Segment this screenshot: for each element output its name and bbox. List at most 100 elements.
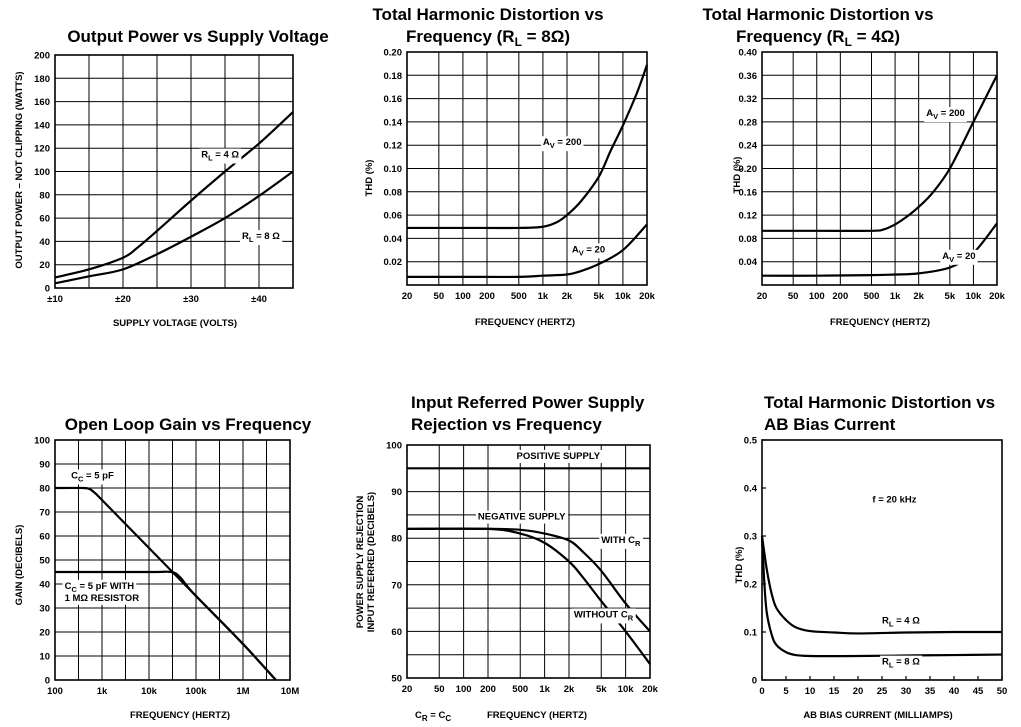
y-tick-label: 0 [45,284,50,295]
y-tick-label: 200 [34,51,50,62]
x-tick-label: 100k [185,686,207,697]
x-tick-label: 100 [809,291,825,302]
x-tick-label: 15 [829,686,840,697]
chart-thd-bias: Total Harmonic Distortion vs AB Bias Cur… [680,370,1021,722]
chart-title: Total Harmonic Distortion vs [764,393,995,412]
x-tick-label: 200 [479,291,495,302]
annotation-label: AV = 20 [942,251,975,264]
x-tick-label: 10M [281,686,300,697]
y-axis-label: OUTPUT POWER – NOT CLIPPING (WATTS) [14,71,25,268]
y-axis-label: POWER SUPPLY REJECTION [355,496,366,629]
series-line-1 [762,74,998,233]
x-tick-label: 200 [832,291,848,302]
y-axis-label: THD (%) [734,547,745,584]
annotation-backing [475,510,569,524]
plot-frame [761,51,998,286]
x-tick-label: 20k [639,291,656,302]
x-tick-label: 100 [455,291,471,302]
y-tick-label: 70 [39,508,50,519]
annotation-backing [240,230,283,246]
chart-thd-8ohm-svg: Total Harmonic Distortion vs Frequency (… [364,5,656,328]
y-tick-label: 20 [39,628,50,639]
y-tick-label: 0.16 [384,94,403,105]
y-tick-label: 140 [34,120,50,131]
x-tick-label: 200 [480,684,496,695]
x-tick-label: 10 [805,686,816,697]
y-tick-label: 120 [34,144,50,155]
x-tick-label: 1k [890,291,901,302]
y-tick-label: 0.06 [384,211,403,222]
series-line-2 [54,170,294,285]
x-tick-label: 2k [913,291,924,302]
x-axis-label: SUPPLY VOLTAGE (VOLTS) [113,318,237,329]
annotation-backing [940,249,978,265]
x-tick-label: 50 [434,684,445,695]
x-tick-label: 500 [864,291,880,302]
annotation-backing [199,148,242,164]
y-tick-label: 70 [391,580,402,591]
annotation-label: WITHOUT CR [574,609,634,622]
chart-thd-4ohm-svg: Total Harmonic Distortion vs Frequency (… [702,5,1005,328]
x-tick-label: 5 [783,686,789,697]
annotation-label: f = 20 kHz [872,494,916,505]
y-tick-label: 90 [391,487,402,498]
annotation-backing [880,614,923,630]
y-tick-label: 0.16 [739,187,758,198]
x-tick-label: 20 [757,291,768,302]
y-tick-label: 0.1 [744,628,758,639]
series-line-1 [760,535,1003,635]
annotation-backing [571,608,636,624]
chart-title: Total Harmonic Distortion vs [702,5,933,24]
annotation-backing [514,449,603,463]
y-tick-label: 0.08 [739,234,758,245]
annotation-label: RL = 8 Ω [242,231,280,244]
plot-frame [406,51,648,286]
y-axis-label: GAIN (DECIBELS) [14,525,25,606]
y-tick-label: 0.12 [739,211,758,222]
chart-output-power: Output Power vs Supply Voltage OUTPUT PO… [0,0,345,345]
y-axis-label: THD (%) [364,160,375,197]
y-tick-label: 0.04 [384,234,403,245]
y-tick-label: 0.2 [744,580,757,591]
footnote: CR = CC [415,710,451,722]
x-axis-label: FREQUENCY (HERTZ) [487,710,587,721]
annotation-backing [62,591,142,605]
y-tick-label: 0.14 [384,117,403,128]
y-tick-label: 20 [39,260,50,271]
x-tick-label: 10k [141,686,158,697]
y-tick-label: 10 [39,652,50,663]
y-tick-label: 0.12 [384,141,403,152]
x-tick-label: 1k [538,291,549,302]
x-tick-label: 1k [97,686,108,697]
x-tick-label: 20 [853,686,864,697]
y-tick-label: 0.20 [739,164,758,175]
y-tick-label: 40 [39,237,50,248]
y-tick-label: 0.20 [384,48,403,59]
annotation-backing [870,493,919,507]
annotation-backing [924,107,967,123]
chart-title: Output Power vs Supply Voltage [67,27,328,46]
y-tick-label: 0.5 [744,436,758,447]
x-tick-label: 35 [925,686,936,697]
chart-psrr-svg: Input Referred Power Supply Rejection vs… [355,393,659,723]
x-tick-label: 2k [562,291,573,302]
x-tick-label: 10k [615,291,632,302]
y-tick-label: 60 [391,627,402,638]
annotation-backing [69,469,116,485]
x-tick-label: 30 [901,686,912,697]
x-tick-label: 100 [47,686,63,697]
y-tick-label: 30 [39,604,50,615]
chart-psrr: Input Referred Power Supply Rejection vs… [345,370,680,723]
x-tick-label: 10k [965,291,982,302]
x-tick-label: ±20 [115,294,131,305]
chart-thd-bias-svg: Total Harmonic Distortion vs AB Bias Cur… [734,393,1007,721]
y-tick-label: 0 [752,676,757,687]
annotation-label: 1 MΩ RESISTOR [65,593,140,604]
y-tick-label: 0.4 [744,484,758,495]
x-axis-label: FREQUENCY (HERTZ) [475,317,575,328]
y-tick-label: 50 [391,674,402,685]
y-tick-label: 50 [39,556,50,567]
annotation-backing [880,655,923,671]
y-tick-label: 100 [386,441,402,452]
y-tick-label: 0.40 [739,48,758,59]
